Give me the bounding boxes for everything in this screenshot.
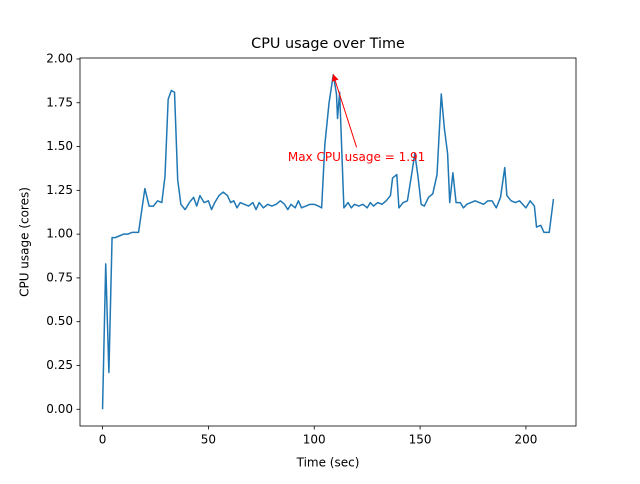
annotation-text: Max CPU usage = 1.91 [288,150,425,164]
y-tick-label: 2.00 [46,51,73,65]
y-tick-label: 0.75 [46,270,73,284]
x-tick-label: 150 [409,433,432,447]
y-axis-label: CPU usage (cores) [18,187,32,297]
y-tick-label: 1.50 [46,139,73,153]
y-tick-label: 0.00 [46,402,73,416]
annotation-arrow [331,74,358,148]
y-tick-label: 0.50 [46,314,73,328]
x-tick-label: 200 [514,433,537,447]
x-tick-label: 100 [303,433,326,447]
x-tick-label: 50 [201,433,216,447]
chart-title: CPU usage over Time [251,36,405,52]
x-axis-label: Time (sec) [296,456,360,470]
y-tick-label: 1.00 [46,227,73,241]
y-tick-label: 1.75 [46,95,73,109]
plot-frame [79,57,577,427]
y-tick-label: 0.25 [46,358,73,372]
x-tick-label: 0 [99,433,107,447]
y-tick-label: 1.25 [46,183,73,197]
